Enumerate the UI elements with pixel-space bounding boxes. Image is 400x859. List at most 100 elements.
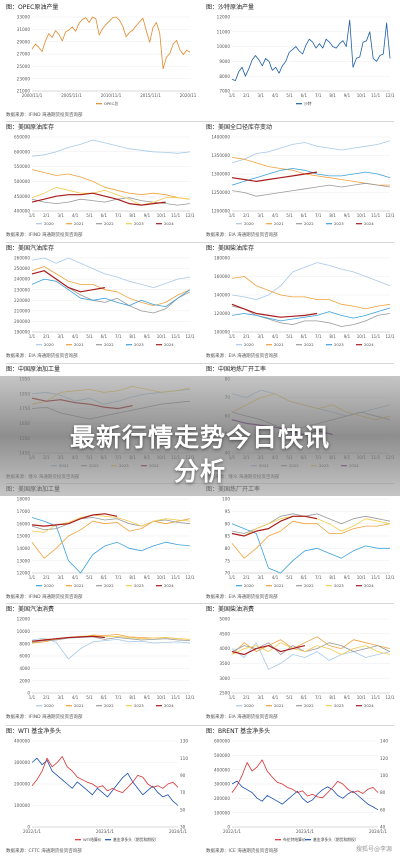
chart-source: 数据来源：EIA 海通期货投资咨询部: [206, 595, 278, 600]
series-line-2021: [231, 157, 390, 186]
y-tick-label: 500000: [14, 179, 30, 184]
legend-label: 2024: [164, 703, 174, 708]
legend-label: 2023: [134, 342, 144, 347]
x-tick-label: 3/1: [58, 334, 65, 339]
x-tick-label: 7/1: [315, 334, 322, 339]
y-tick-label: 11000: [217, 29, 231, 34]
legend-label: 2024: [364, 342, 374, 347]
y-tick-label: 0: [27, 825, 30, 830]
x-tick-label: 8/1: [329, 695, 336, 700]
y-tick-label: 600000: [14, 149, 30, 154]
y-tick-label: 80: [225, 546, 231, 551]
legend-label: 2024: [164, 221, 174, 226]
legend-label: 2023: [334, 221, 344, 226]
x-tick-label: 8/1: [329, 575, 336, 580]
chart-title: 图：BRENT 基金净多头: [206, 728, 271, 735]
y-tick-label: 13000: [17, 558, 31, 563]
x-tick-label: 10/1: [157, 213, 166, 218]
x-tick-label: 2022/1/1: [23, 829, 41, 834]
chart-title: 图：中国地炼厂开工率: [206, 366, 267, 373]
y-tick-label: 1250000: [211, 190, 230, 195]
series-line-2023: [31, 186, 191, 206]
headline-line-1: 最新行情走势今日快讯: [69, 423, 330, 452]
y-tick-label: 10000: [17, 629, 31, 634]
series-line-wti: [31, 756, 179, 793]
x-tick-label: 8/1: [129, 213, 136, 218]
x-tick-label: 2023/1/1: [96, 829, 114, 834]
legend-label: 2024: [364, 221, 374, 226]
legend-label: 2021: [74, 583, 84, 588]
series-line-series: [231, 780, 379, 811]
x-tick-label: 5/1: [86, 695, 93, 700]
chart-source: 数据来源：ICE 海通期货投资咨询部: [206, 849, 278, 854]
series-line-2023: [231, 307, 391, 322]
x-tick-label: 2/1: [43, 695, 50, 700]
x-tick-label: 10/1: [157, 695, 166, 700]
legend-label: 2021: [74, 703, 84, 708]
x-tick-label: 4/1: [272, 93, 279, 98]
x-tick-label: 5/1: [286, 93, 293, 98]
y2-tick-label: 130: [180, 739, 188, 744]
x-tick-label: 10/1: [357, 93, 366, 98]
y2-tick-label: 120: [380, 756, 388, 761]
y-tick-label: 550000: [14, 164, 30, 169]
x-tick-label: 12/1: [386, 695, 395, 700]
y-tick-label: 17000: [17, 509, 31, 514]
y-tick-label: 18000: [17, 497, 31, 502]
y-tick-label: 3000: [219, 676, 230, 681]
legend-label: 2022: [304, 583, 314, 588]
y2-tick-label: 30: [180, 825, 186, 830]
x-tick-label: 2/1: [243, 334, 250, 339]
x-tick-label: 9/1: [344, 93, 351, 98]
chart-panel-p9: 图：美国原油加工量数据来源：IFIND 海通期货投资咨询部18000170001…: [4, 484, 196, 602]
x-tick-label: 4/1: [72, 575, 79, 580]
chart-title: 图：WTI 基金净多头: [6, 728, 62, 735]
chart-title: 图：美国柴油库存: [206, 245, 255, 252]
y2-tick-label: 50: [180, 807, 186, 812]
y-tick-label: 8000: [19, 641, 30, 646]
x-tick-label: 11/1: [371, 575, 380, 580]
x-tick-label: 12/1: [386, 334, 395, 339]
x-tick-label: 8/1: [329, 213, 336, 218]
y-tick-label: 6000: [19, 654, 30, 659]
legend-label: 2020: [44, 221, 54, 226]
y-tick-label: 4000: [219, 646, 230, 651]
x-tick-label: 1/1: [29, 334, 36, 339]
y-tick-label: 180000: [214, 256, 230, 261]
series-line-2020: [231, 523, 390, 574]
x-tick-label: 5/1: [86, 575, 93, 580]
x-tick-label: 2/1: [243, 695, 250, 700]
y-tick-label: 400000: [214, 767, 230, 772]
chart-panel-p2: 图：沙特原油产量 12000 11000 10000 9000 8000 7000 1/1 2/…: [204, 2, 396, 120]
x-tick-label: 3/1: [258, 334, 265, 339]
chart-title: 图：美国汽油消费: [6, 606, 55, 613]
legend-label: 2022: [304, 342, 314, 347]
x-tick-label: 11/1: [371, 213, 380, 218]
y-tick-label: 1300000: [211, 172, 230, 177]
chart-title: 图：美国汽油库存: [6, 245, 55, 252]
chart-panel-p3: 图：美国原油库存 数据来源：IFIND 海通期货投资咨询部 650000 600000…: [4, 122, 196, 240]
y-tick-label: 1200000: [211, 209, 230, 214]
series-line-opec: [31, 16, 191, 70]
x-tick-label: 12/1: [186, 695, 195, 700]
x-tick-label: 9/1: [144, 695, 151, 700]
legend-label: 2021: [274, 342, 284, 347]
x-tick-label: 2/1: [243, 93, 250, 98]
series-line-2022: [31, 636, 191, 643]
y-tick-label: 27000: [17, 52, 31, 57]
x-tick-label: 7/1: [315, 695, 322, 700]
x-tick-label: 5/1: [286, 575, 293, 580]
series-line-2020: [31, 637, 191, 660]
series-line-series: [231, 19, 391, 81]
x-tick-label: 5/1: [286, 695, 293, 700]
legend-label: 2020: [44, 583, 54, 588]
y-tick-label: 10000: [217, 44, 231, 49]
series-line-2020: [31, 139, 191, 157]
y-tick-label: 29000: [17, 39, 31, 44]
legend-label: 布伦特结算价: [283, 837, 306, 842]
y-tick-label: 120000: [214, 311, 230, 316]
y2-tick-label: 140: [380, 739, 388, 744]
x-tick-label: 10/1: [357, 575, 366, 580]
